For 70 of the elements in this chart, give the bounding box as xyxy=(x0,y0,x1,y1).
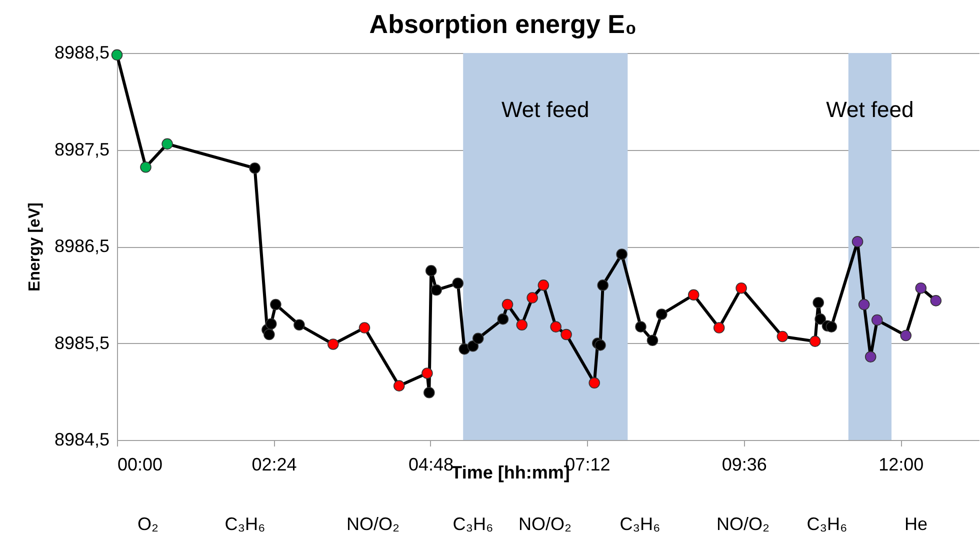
chart-title: Absorption energy E₀ xyxy=(369,9,637,39)
point xyxy=(425,265,437,276)
point xyxy=(858,298,870,310)
x-tick-label: 00:00 xyxy=(118,454,163,474)
point xyxy=(656,308,668,320)
y-tick-label: 8986,5 xyxy=(54,236,110,256)
point xyxy=(776,330,788,342)
point xyxy=(162,138,173,150)
point xyxy=(249,162,260,174)
y-axis-title: Energy [eV] xyxy=(26,202,44,292)
text: C₃H₆ xyxy=(452,514,494,534)
point xyxy=(646,334,658,346)
point xyxy=(814,313,826,325)
x-tick-label: 02:24 xyxy=(252,454,297,474)
y-tick-label: 8988,5 xyxy=(54,42,110,62)
point xyxy=(430,284,442,296)
point xyxy=(111,49,123,61)
x-tick-label: 09:36 xyxy=(722,454,767,474)
text: C₃H₆ xyxy=(620,514,660,534)
point xyxy=(264,328,275,340)
point xyxy=(688,289,700,301)
y-tick-label: 8985,5 xyxy=(54,332,110,353)
point xyxy=(864,351,876,362)
text: NO/O₂ xyxy=(346,514,400,534)
text: NO/O₂ xyxy=(716,514,770,534)
x-tick-label: 04:48 xyxy=(408,454,454,474)
point xyxy=(736,282,747,294)
point xyxy=(594,340,606,351)
point xyxy=(393,380,405,392)
band-label: Wet feed xyxy=(826,97,914,122)
point xyxy=(550,321,562,332)
point xyxy=(915,282,927,294)
point xyxy=(526,292,538,304)
point xyxy=(930,295,942,306)
y-tick-label: 8987,5 xyxy=(54,139,110,160)
text: He xyxy=(904,514,928,534)
point xyxy=(424,386,435,398)
point xyxy=(635,321,646,332)
text: O₂ xyxy=(138,514,158,534)
point xyxy=(452,278,464,289)
point xyxy=(809,336,821,347)
x-tick-label: 12:00 xyxy=(878,454,924,474)
point xyxy=(472,332,484,344)
text: NO/O₂ xyxy=(518,514,572,534)
point xyxy=(140,162,152,173)
point xyxy=(826,321,838,332)
point xyxy=(597,280,608,291)
text: C₃H₆ xyxy=(224,514,266,534)
band-label: Wet feed xyxy=(502,97,590,122)
point xyxy=(422,368,433,379)
point xyxy=(516,319,528,330)
point xyxy=(265,318,277,330)
point xyxy=(812,296,824,308)
point xyxy=(560,328,572,340)
point xyxy=(502,298,514,310)
point xyxy=(616,248,628,260)
point xyxy=(900,330,912,342)
point xyxy=(871,314,883,326)
point xyxy=(538,280,550,291)
point xyxy=(713,322,725,334)
y-tick-label: 8984,5 xyxy=(54,430,110,450)
text: C₃H₆ xyxy=(806,514,848,534)
point xyxy=(294,319,305,330)
point xyxy=(358,322,370,334)
point xyxy=(467,340,479,352)
point xyxy=(852,236,864,248)
point xyxy=(497,313,509,325)
point xyxy=(270,298,282,310)
point xyxy=(588,377,600,389)
point xyxy=(328,338,339,350)
